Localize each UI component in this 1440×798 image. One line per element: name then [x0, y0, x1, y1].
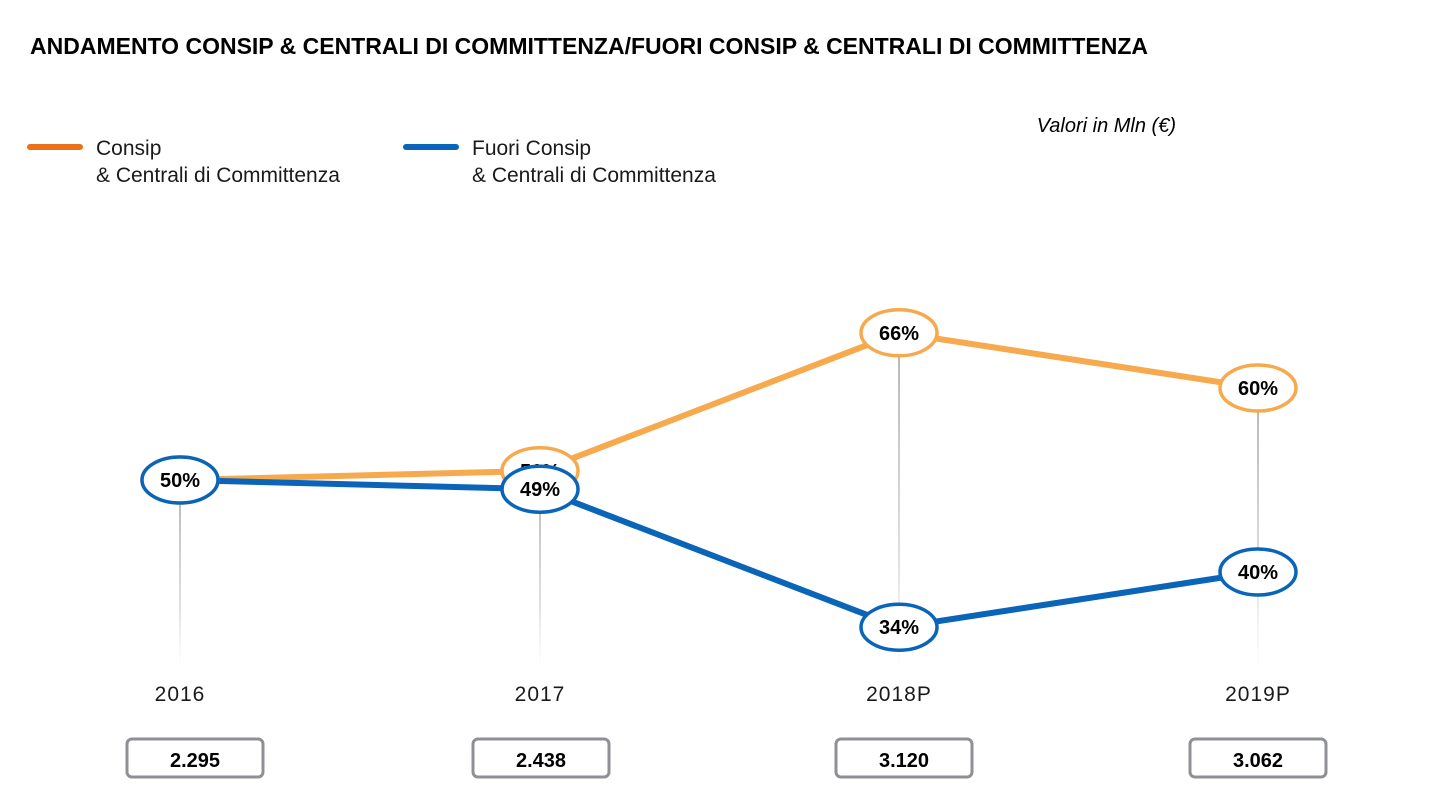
- legend-label-fuori-consip-line2: & Centrali di Committenza: [472, 164, 716, 187]
- data-label: 60%: [1238, 378, 1278, 400]
- drop-line-2019p: [1257, 388, 1259, 664]
- x-tick-label: 2016: [155, 683, 206, 706]
- x-tick-label: 2019P: [1225, 683, 1291, 706]
- total-box-2019p: 3.062: [1188, 737, 1328, 779]
- series-line-consip: [177, 329, 1261, 483]
- unit-note: Valori in Mln (€): [1037, 115, 1176, 137]
- data-label: 49%: [520, 479, 560, 501]
- total-value: 2.438: [516, 750, 566, 772]
- drop-lines: [179, 332, 1259, 664]
- legend-label-consip-line2: & Centrali di Committenza: [96, 164, 340, 187]
- x-axis-labels: 2016 2017 2018P 2019P: [155, 683, 1291, 706]
- data-label: 34%: [879, 617, 919, 639]
- legend-label-fuori-consip-line1: Fuori Consip: [472, 137, 591, 160]
- total-box-2016: 2.295: [125, 737, 265, 779]
- data-point-fuori-consip-2019p: 40%: [1218, 547, 1298, 597]
- total-box-2018p: 3.120: [834, 737, 974, 779]
- total-box-frame: [471, 737, 611, 779]
- drop-line-2018p: [898, 332, 900, 664]
- totals-row: 2.295 2.438 3.120 3.062: [125, 737, 1328, 779]
- legend-label-consip-line1: Consip: [96, 137, 161, 160]
- total-box-frame: [834, 737, 974, 779]
- series-line-fuori-consip: [177, 477, 1261, 631]
- legend-item-consip: Consip & Centrali di Committenza: [27, 137, 340, 187]
- legend-item-fuori-consip: Fuori Consip & Centrali di Committenza: [403, 137, 716, 187]
- chart-title: ANDAMENTO CONSIP & CENTRALI DI COMMITTEN…: [30, 33, 1148, 59]
- total-value: 2.295: [170, 750, 220, 772]
- x-tick-label: 2018P: [866, 683, 932, 706]
- total-box-frame: [1188, 737, 1328, 779]
- data-label: 66%: [879, 323, 919, 345]
- data-point-marker: [500, 464, 580, 514]
- data-point-marker: [1218, 547, 1298, 597]
- data-point-consip-2019p: 60%: [1218, 363, 1298, 413]
- data-point-consip-2018p: 66%: [859, 308, 939, 358]
- x-tick-label: 2017: [515, 683, 566, 706]
- data-label: 40%: [1238, 562, 1278, 584]
- data-point-marker: [859, 308, 939, 358]
- data-markers: 50%51%66%60%50%49%34%40%: [140, 308, 1298, 652]
- data-label: 50%: [160, 470, 200, 492]
- data-point-fuori-consip-2017: 49%: [500, 464, 580, 514]
- drop-line-2017: [539, 470, 541, 664]
- data-point-marker: [1218, 363, 1298, 413]
- legend: Consip & Centrali di Committenza Fuori C…: [27, 137, 716, 187]
- total-value: 3.120: [879, 750, 929, 772]
- total-value: 3.062: [1233, 750, 1283, 772]
- data-point-fuori-consip-2018p: 34%: [859, 602, 939, 652]
- drop-line-2016: [179, 480, 181, 664]
- data-point-marker: [859, 602, 939, 652]
- total-box-2017: 2.438: [471, 737, 611, 779]
- data-point-marker: [140, 455, 220, 505]
- data-point-fuori-consip-2016: 50%: [140, 455, 220, 505]
- series-lines: [177, 329, 1261, 631]
- total-box-frame: [125, 737, 265, 779]
